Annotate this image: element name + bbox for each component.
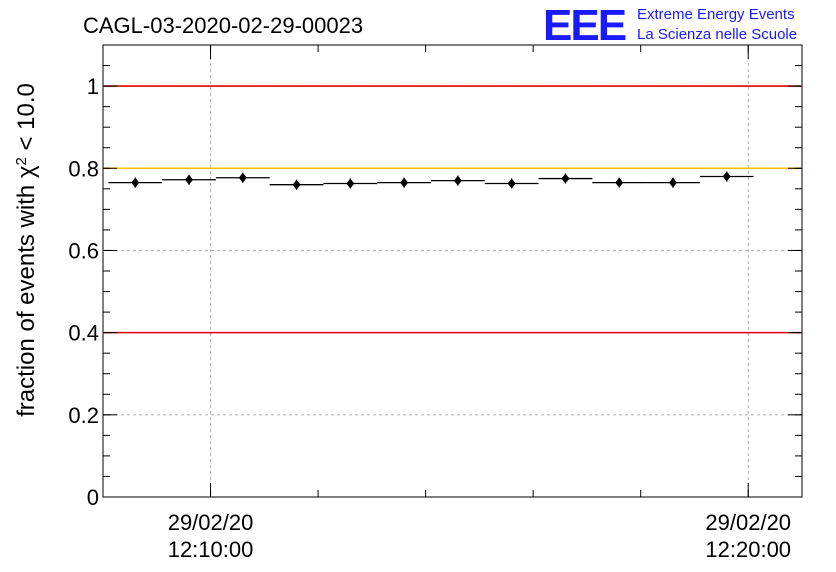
y-axis: 0 0.2 0.4 0.6 0.8 1 [68, 44, 802, 510]
y-tick-label: 0 [87, 485, 99, 510]
data-point [346, 178, 355, 189]
x-tick-label-time: 12:20:00 [705, 537, 791, 562]
y-tick-label: 0.8 [68, 156, 99, 181]
y-axis-label-superscript: 2 [13, 157, 30, 165]
data-point [131, 177, 140, 188]
data-points [108, 171, 754, 190]
data-point [238, 172, 247, 183]
y-tick-label: 0.4 [68, 321, 99, 346]
y-axis-label: fraction of events with χ2 < 10.0 [13, 83, 41, 417]
data-point [668, 177, 677, 188]
chart-title: CAGL-03-2020-02-29-00023 [83, 13, 363, 38]
eee-logo-letters: EEE [543, 1, 626, 50]
logo-line-2: La Scienza nelle Scuole [637, 26, 797, 43]
x-tick-label-time: 12:10:00 [168, 537, 254, 562]
data-point [722, 171, 731, 182]
y-tick-label: 0.6 [68, 238, 99, 263]
y-axis-label-suffix: < 10.0 [13, 83, 40, 157]
eee-logo: EEE Extreme Energy Events La Scienza nel… [543, 1, 797, 50]
data-point [561, 173, 570, 184]
x-tick-label-date: 29/02/20 [168, 510, 254, 535]
y-axis-label-prefix: fraction of events with χ [13, 165, 40, 417]
data-point [400, 177, 409, 188]
y-tick-label: 0.2 [68, 403, 99, 428]
y-tick-label: 1 [87, 74, 99, 99]
logo-line-1: Extreme Energy Events [637, 6, 795, 23]
data-point [453, 175, 462, 186]
reference-lines [104, 85, 801, 334]
data-point [507, 178, 516, 189]
plot-area [102, 44, 803, 498]
data-point [615, 177, 624, 188]
data-point [292, 179, 301, 190]
x-tick-label-date: 29/02/20 [705, 510, 791, 535]
data-point [185, 174, 194, 185]
